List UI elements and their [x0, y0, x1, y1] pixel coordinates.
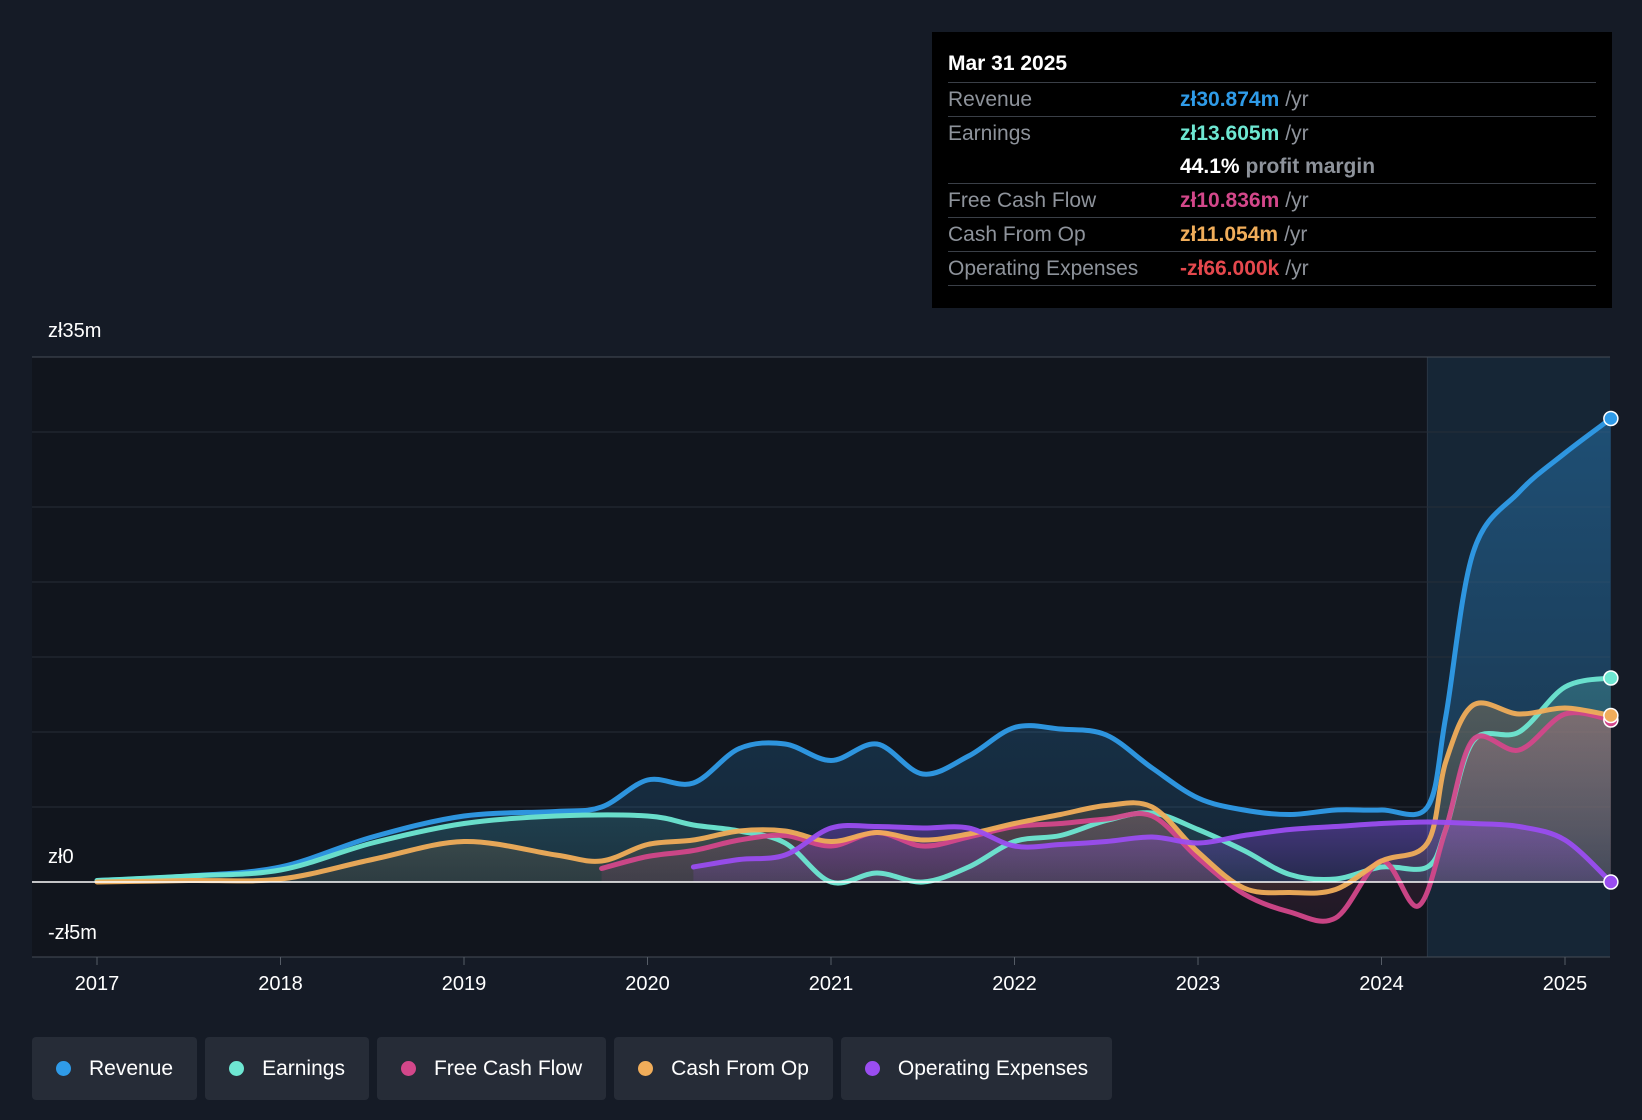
cash-from-op-endpoint	[1603, 707, 1619, 724]
tooltip-value-fcf: zł10.836m	[1180, 188, 1280, 212]
tooltip-row-earnings: Earnings zł13.605m /yr	[948, 116, 1596, 150]
legend-item-earnings[interactable]: Earnings	[205, 1037, 369, 1100]
revenue-line	[94, 416, 1614, 883]
tooltip-row-margin: 44.1% profit margin	[948, 150, 1596, 183]
x-tick-label: 2017	[75, 973, 120, 995]
legend-label: Revenue	[89, 1056, 174, 1080]
tooltip-unit: /yr	[1285, 256, 1309, 280]
legend-label: Free Cash Flow	[433, 1056, 583, 1080]
tooltip-row-revenue: Revenue zł30.874m /yr	[948, 82, 1596, 116]
tooltip-value-revenue: zł30.874m	[1180, 87, 1280, 111]
legend-label: Operating Expenses	[897, 1056, 1089, 1080]
x-tick-label: 2024	[1359, 973, 1404, 995]
legend-label: Cash From Op	[671, 1056, 809, 1080]
free-cash-flow-line	[599, 710, 1614, 924]
x-tick-label: 2019	[442, 973, 487, 995]
x-tick-label: 2018	[258, 973, 303, 995]
tooltip-value-opex: -zł66.000k	[1180, 256, 1280, 280]
revenue-endpoint	[1603, 410, 1619, 427]
free-cash-flow-dot-icon	[400, 1061, 416, 1076]
legend-item-free-cash-flow[interactable]: Free Cash Flow	[376, 1037, 607, 1100]
tooltip-unit: /yr	[1284, 222, 1308, 246]
tooltip-row-cfo: Cash From Op zł11.054m /yr	[948, 217, 1596, 251]
cash-from-op-dot-icon	[638, 1061, 654, 1076]
y-axis-label-bottom: -zł5m	[48, 922, 97, 944]
tooltip-value-margin: 44.1%	[1180, 154, 1240, 178]
x-tick-label: 2020	[625, 973, 670, 995]
legend-item-operating-expenses[interactable]: Operating Expenses	[840, 1037, 1113, 1100]
legend: Revenue Earnings Free Cash Flow Cash Fro…	[32, 1037, 1113, 1100]
tooltip-label: Earnings	[948, 121, 1031, 145]
tooltip-label: Cash From Op	[948, 222, 1086, 246]
revenue-dot-icon	[56, 1061, 71, 1076]
cash-from-op-area	[97, 702, 1611, 894]
tooltip-unit: /yr	[1285, 87, 1309, 111]
legend-item-cash-from-op[interactable]: Cash From Op	[614, 1037, 833, 1100]
y-axis-label-top: zł35m	[48, 320, 102, 342]
tooltip-panel: Mar 31 2025 Revenue zł30.874m /yr Earnin…	[932, 32, 1612, 308]
y-axis-label-zero: zł0	[48, 846, 74, 868]
tooltip-label: Free Cash Flow	[948, 188, 1097, 212]
tooltip-unit: /yr	[1285, 188, 1309, 212]
cash-from-op-line	[94, 700, 1614, 896]
earnings-area	[97, 678, 1611, 884]
x-tick-label: 2023	[1176, 973, 1221, 995]
legend-item-revenue[interactable]: Revenue	[32, 1037, 198, 1100]
tooltip-row-fcf: Free Cash Flow zł10.836m /yr	[948, 183, 1596, 217]
tooltip-date: Mar 31 2025	[948, 52, 1068, 75]
operating-expenses-dot-icon	[864, 1061, 880, 1076]
tooltip-value-earnings: zł13.605m	[1180, 121, 1280, 145]
operating-expenses-line	[690, 819, 1614, 885]
tooltip-unit: /yr	[1285, 121, 1309, 145]
tooltip-value-cfo: zł11.054m	[1180, 222, 1279, 246]
tooltip-row-opex: Operating Expenses -zł66.000k /yr	[948, 251, 1596, 285]
legend-label: Earnings	[262, 1056, 345, 1080]
x-tick-label: 2022	[992, 973, 1037, 995]
x-tick-label: 2025	[1543, 973, 1588, 995]
operating-expenses-endpoint	[1603, 874, 1619, 890]
tooltip-label: Operating Expenses	[948, 256, 1139, 280]
x-tick-label: 2021	[809, 973, 854, 995]
tooltip-margin-text: profit margin	[1245, 154, 1376, 178]
earnings-endpoint	[1603, 670, 1619, 686]
earnings-dot-icon	[229, 1061, 245, 1076]
tooltip-label: Revenue	[948, 87, 1033, 111]
